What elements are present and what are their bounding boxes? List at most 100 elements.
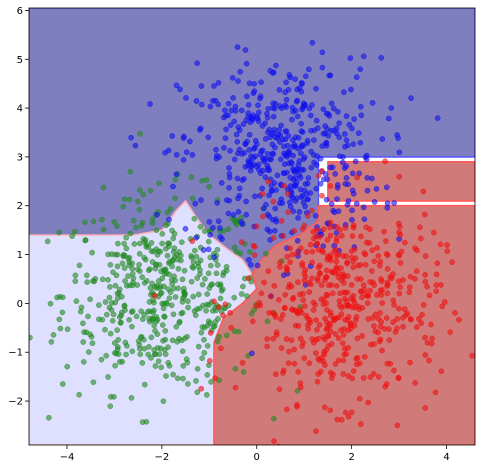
point-red [438, 368, 445, 375]
point-red [320, 226, 327, 233]
point-green [223, 332, 230, 339]
point-red [264, 336, 271, 342]
point-green [103, 352, 110, 359]
point-red [444, 242, 450, 248]
point-blue [319, 49, 326, 56]
point-blue [343, 175, 350, 181]
point-blue [231, 156, 238, 163]
point-blue [296, 85, 303, 91]
point-red [356, 395, 363, 402]
point-blue [246, 256, 252, 263]
point-blue [360, 204, 367, 211]
point-blue [223, 126, 229, 133]
point-red [206, 358, 213, 364]
point-red [333, 258, 340, 265]
point-blue [300, 156, 307, 162]
point-red [348, 254, 355, 261]
point-red [297, 306, 304, 313]
point-blue [231, 118, 238, 125]
point-green [191, 215, 198, 222]
point-green [114, 327, 121, 333]
point-green [127, 168, 134, 175]
point-green [133, 224, 139, 231]
point-blue [373, 186, 380, 192]
point-blue [227, 122, 234, 128]
point-green [191, 308, 198, 314]
point-green [90, 379, 97, 386]
point-red [422, 352, 429, 358]
point-red [396, 305, 402, 312]
point-blue [222, 135, 229, 142]
point-green [271, 415, 277, 422]
point-red [314, 327, 320, 333]
point-red [344, 297, 350, 304]
point-red [420, 302, 427, 308]
point-red [338, 416, 345, 423]
point-red [394, 325, 400, 332]
point-red [276, 296, 282, 303]
point-blue [328, 100, 335, 107]
point-blue [236, 127, 243, 133]
point-red [281, 305, 288, 312]
point-red [350, 292, 357, 299]
point-red [295, 368, 302, 375]
point-green [64, 326, 71, 333]
point-blue [342, 143, 348, 150]
point-blue [291, 141, 298, 148]
point-green [172, 195, 179, 202]
point-red [297, 384, 304, 391]
point-blue [343, 113, 350, 119]
point-green [233, 221, 240, 228]
point-red [444, 248, 451, 254]
point-green [98, 356, 105, 363]
point-red [327, 252, 334, 259]
point-blue [313, 185, 320, 192]
point-green [89, 340, 96, 347]
point-blue [313, 162, 320, 168]
point-green [247, 249, 253, 255]
point-green [152, 265, 159, 272]
point-blue [323, 110, 330, 117]
point-green [185, 381, 191, 387]
point-red [305, 326, 312, 332]
point-red [283, 406, 290, 413]
point-blue [268, 156, 274, 162]
point-green [155, 358, 162, 365]
plot-frame [28, 7, 476, 446]
point-red [207, 330, 214, 336]
point-red [382, 383, 389, 390]
point-blue [238, 107, 245, 114]
point-blue [234, 175, 241, 182]
point-green [159, 240, 165, 247]
point-green [146, 315, 152, 322]
point-blue [270, 151, 277, 157]
point-red [294, 250, 301, 256]
point-green [194, 366, 201, 372]
point-green [189, 195, 196, 202]
y-tick-label: −2 [8, 397, 23, 408]
point-red [327, 183, 334, 189]
x-tick-label: −2 [154, 452, 169, 463]
point-blue [305, 175, 312, 181]
point-blue [309, 39, 316, 46]
point-red [348, 282, 355, 288]
point-green [107, 403, 114, 410]
point-blue [300, 167, 307, 173]
point-green [115, 351, 122, 357]
point-blue [369, 175, 375, 182]
point-red [317, 262, 323, 269]
point-blue [345, 198, 352, 204]
y-tick-label: 0 [17, 299, 23, 310]
point-blue [289, 116, 295, 123]
point-red [345, 303, 351, 309]
point-blue [181, 133, 187, 140]
point-blue [280, 170, 287, 176]
point-red [340, 332, 347, 338]
point-blue [271, 227, 278, 234]
point-blue [341, 131, 348, 137]
point-red [280, 233, 287, 239]
point-red [284, 266, 291, 272]
point-green [54, 294, 60, 301]
point-red [341, 326, 347, 332]
point-green [56, 316, 63, 323]
